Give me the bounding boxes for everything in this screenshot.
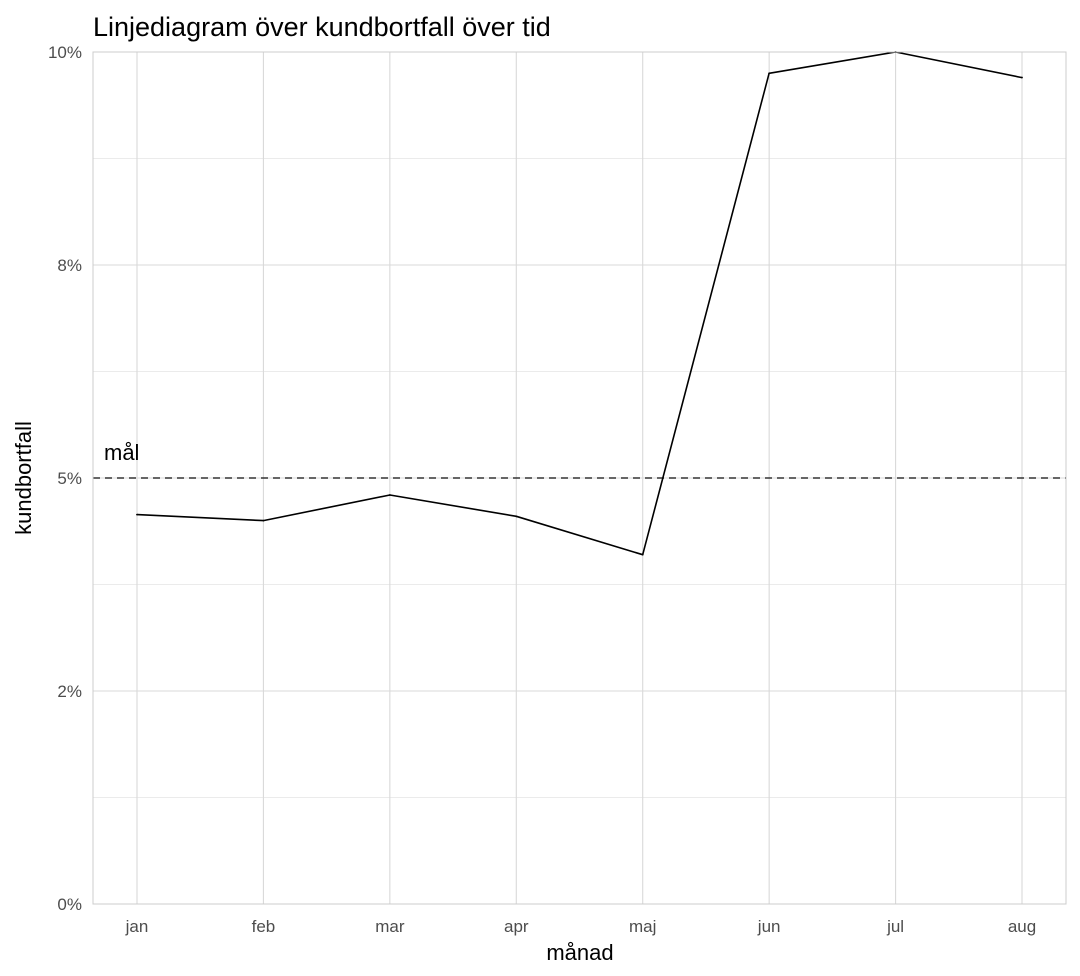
y-tick-label: 10% bbox=[48, 43, 82, 62]
data-point bbox=[262, 519, 265, 522]
data-point bbox=[136, 513, 138, 516]
reference-layer: mål bbox=[93, 440, 1066, 479]
y-tick-label: 2% bbox=[57, 682, 82, 701]
data-point bbox=[1021, 76, 1023, 79]
x-axis-title: månad bbox=[546, 940, 613, 965]
data-point bbox=[388, 494, 391, 496]
tick-labels: 0% 2% 5% 8% 10% jan feb mar apr maj jun jul aug bbox=[48, 43, 1036, 936]
data-point bbox=[768, 72, 771, 75]
x-tick-label: mar bbox=[375, 917, 405, 936]
x-tick-label: apr bbox=[504, 917, 529, 936]
target-label: mål bbox=[104, 440, 139, 465]
series-layer bbox=[136, 51, 1023, 556]
x-tick-label: feb bbox=[252, 917, 276, 936]
y-axis-title: kundbortfall bbox=[11, 421, 36, 535]
x-tick-label: maj bbox=[629, 917, 656, 936]
data-point bbox=[641, 553, 644, 556]
plot-panel-border bbox=[92, 51, 1067, 905]
y-tick-label: 0% bbox=[57, 895, 82, 914]
x-tick-label: jan bbox=[125, 917, 149, 936]
series-line bbox=[136, 51, 1023, 556]
chart-title: Linjediagram över kundbortfall över tid bbox=[93, 12, 551, 42]
y-tick-label: 8% bbox=[57, 256, 82, 275]
x-tick-label: jul bbox=[886, 917, 904, 936]
x-tick-label: jun bbox=[757, 917, 781, 936]
data-point bbox=[515, 515, 518, 518]
x-tick-label: aug bbox=[1008, 917, 1036, 936]
y-tick-label: 5% bbox=[57, 469, 82, 488]
